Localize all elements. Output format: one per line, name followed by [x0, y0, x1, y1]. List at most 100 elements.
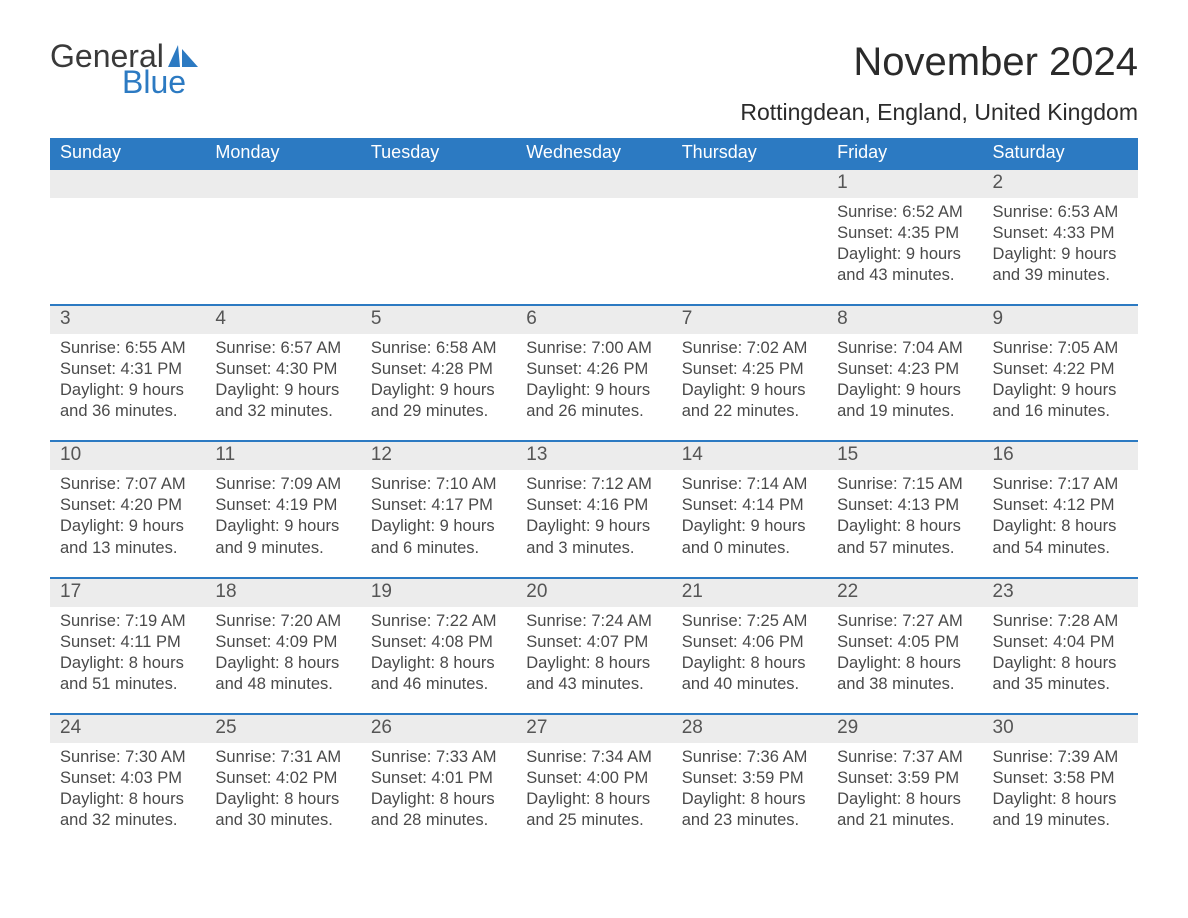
daylight-line: Daylight: 9 hours and 29 minutes. — [371, 380, 506, 422]
day-name-header: Sunday — [50, 138, 205, 168]
daylight-line: Daylight: 8 hours and 51 minutes. — [60, 653, 195, 695]
sunrise-line: Sunrise: 7:00 AM — [526, 338, 661, 359]
sunrise-line: Sunrise: 6:53 AM — [993, 202, 1128, 223]
day-number: 3 — [50, 304, 205, 334]
day-detail: Sunrise: 7:19 AMSunset: 4:11 PMDaylight:… — [50, 607, 205, 695]
sunset-line: Sunset: 4:17 PM — [371, 495, 506, 516]
brand-logo: General Blue — [50, 40, 198, 98]
day-number — [516, 168, 671, 198]
day-detail: Sunrise: 6:58 AMSunset: 4:28 PMDaylight:… — [361, 334, 516, 422]
sunset-line: Sunset: 4:31 PM — [60, 359, 195, 380]
daylight-line: Daylight: 9 hours and 43 minutes. — [837, 244, 972, 286]
day-number — [361, 168, 516, 198]
day-detail: Sunrise: 6:53 AMSunset: 4:33 PMDaylight:… — [983, 198, 1138, 286]
calendar-cell — [205, 168, 360, 304]
day-number: 13 — [516, 440, 671, 470]
sunrise-line: Sunrise: 7:24 AM — [526, 611, 661, 632]
daylight-line: Daylight: 9 hours and 0 minutes. — [682, 516, 817, 558]
calendar-week-row: 24Sunrise: 7:30 AMSunset: 4:03 PMDayligh… — [50, 713, 1138, 849]
sunset-line: Sunset: 4:26 PM — [526, 359, 661, 380]
sunset-line: Sunset: 4:22 PM — [993, 359, 1128, 380]
location-subtitle: Rottingdean, England, United Kingdom — [740, 99, 1138, 126]
sunset-line: Sunset: 4:14 PM — [682, 495, 817, 516]
sunrise-line: Sunrise: 7:02 AM — [682, 338, 817, 359]
daylight-line: Daylight: 9 hours and 22 minutes. — [682, 380, 817, 422]
day-number: 10 — [50, 440, 205, 470]
calendar-cell: 19Sunrise: 7:22 AMSunset: 4:08 PMDayligh… — [361, 577, 516, 713]
day-detail: Sunrise: 7:34 AMSunset: 4:00 PMDaylight:… — [516, 743, 671, 831]
calendar-cell: 21Sunrise: 7:25 AMSunset: 4:06 PMDayligh… — [672, 577, 827, 713]
day-number — [50, 168, 205, 198]
day-number: 22 — [827, 577, 982, 607]
sunrise-line: Sunrise: 7:28 AM — [993, 611, 1128, 632]
daylight-line: Daylight: 8 hours and 25 minutes. — [526, 789, 661, 831]
day-detail: Sunrise: 7:04 AMSunset: 4:23 PMDaylight:… — [827, 334, 982, 422]
sunset-line: Sunset: 4:04 PM — [993, 632, 1128, 653]
day-number: 23 — [983, 577, 1138, 607]
sunset-line: Sunset: 4:06 PM — [682, 632, 817, 653]
day-detail: Sunrise: 7:36 AMSunset: 3:59 PMDaylight:… — [672, 743, 827, 831]
day-number: 4 — [205, 304, 360, 334]
daylight-line: Daylight: 8 hours and 40 minutes. — [682, 653, 817, 695]
sunrise-line: Sunrise: 7:05 AM — [993, 338, 1128, 359]
sunrise-line: Sunrise: 7:30 AM — [60, 747, 195, 768]
day-number: 6 — [516, 304, 671, 334]
sunset-line: Sunset: 4:28 PM — [371, 359, 506, 380]
sunset-line: Sunset: 4:00 PM — [526, 768, 661, 789]
sunset-line: Sunset: 4:30 PM — [215, 359, 350, 380]
sunset-line: Sunset: 4:25 PM — [682, 359, 817, 380]
calendar-cell: 23Sunrise: 7:28 AMSunset: 4:04 PMDayligh… — [983, 577, 1138, 713]
day-detail: Sunrise: 7:24 AMSunset: 4:07 PMDaylight:… — [516, 607, 671, 695]
day-number: 15 — [827, 440, 982, 470]
day-detail: Sunrise: 7:20 AMSunset: 4:09 PMDaylight:… — [205, 607, 360, 695]
sunset-line: Sunset: 4:05 PM — [837, 632, 972, 653]
calendar-cell: 5Sunrise: 6:58 AMSunset: 4:28 PMDaylight… — [361, 304, 516, 440]
day-detail: Sunrise: 7:28 AMSunset: 4:04 PMDaylight:… — [983, 607, 1138, 695]
sunrise-line: Sunrise: 7:22 AM — [371, 611, 506, 632]
sunrise-line: Sunrise: 7:04 AM — [837, 338, 972, 359]
day-number: 25 — [205, 713, 360, 743]
calendar-week-row: 3 Sunrise: 6:55 AMSunset: 4:31 PM Daylight… — [50, 304, 1138, 440]
calendar-week-row: 10 Sunrise: 7:07 AMSunset: 4:20 PM Dayligh… — [50, 440, 1138, 576]
calendar-cell: 12Sunrise: 7:10 AMSunset: 4:17 PMDayligh… — [361, 440, 516, 576]
day-detail: Sunrise: 7:10 AMSunset: 4:17 PMDaylight:… — [361, 470, 516, 558]
daylight-line: Daylight: 9 hours and 32 minutes. — [215, 380, 350, 422]
calendar-cell: 14Sunrise: 7:14 AMSunset: 4:14 PMDayligh… — [672, 440, 827, 576]
sunrise-line: Sunrise: 6:55 AM — [60, 338, 195, 359]
day-number: 24 — [50, 713, 205, 743]
sunrise-line: Sunrise: 7:39 AM — [993, 747, 1128, 768]
sunset-line: Sunset: 4:33 PM — [993, 223, 1128, 244]
day-number: 8 — [827, 304, 982, 334]
calendar-cell: 4Sunrise: 6:57 AMSunset: 4:30 PMDaylight… — [205, 304, 360, 440]
sunset-line: Sunset: 4:20 PM — [60, 495, 195, 516]
daylight-line: Daylight: 8 hours and 48 minutes. — [215, 653, 350, 695]
daylight-line: Daylight: 9 hours and 19 minutes. — [837, 380, 972, 422]
daylight-line: Daylight: 8 hours and 30 minutes. — [215, 789, 350, 831]
calendar-table: SundayMondayTuesdayWednesdayThursdayFrid… — [50, 138, 1138, 849]
day-number: 1 — [827, 168, 982, 198]
daylight-line: Daylight: 9 hours and 6 minutes. — [371, 516, 506, 558]
day-number: 9 — [983, 304, 1138, 334]
day-number: 18 — [205, 577, 360, 607]
day-detail: Sunrise: 7:02 AMSunset: 4:25 PMDaylight:… — [672, 334, 827, 422]
calendar-cell: 10Sunrise: 7:07 AMSunset: 4:20 PMDayligh… — [50, 440, 205, 576]
daylight-line: Daylight: 8 hours and 32 minutes. — [60, 789, 195, 831]
day-name-header: Monday — [205, 138, 360, 168]
sunrise-line: Sunrise: 7:34 AM — [526, 747, 661, 768]
sunset-line: Sunset: 3:58 PM — [993, 768, 1128, 789]
sunrise-line: Sunrise: 7:17 AM — [993, 474, 1128, 495]
day-number: 11 — [205, 440, 360, 470]
day-number: 16 — [983, 440, 1138, 470]
daylight-line: Daylight: 8 hours and 46 minutes. — [371, 653, 506, 695]
daylight-line: Daylight: 9 hours and 26 minutes. — [526, 380, 661, 422]
day-number: 30 — [983, 713, 1138, 743]
day-detail: Sunrise: 7:12 AMSunset: 4:16 PMDaylight:… — [516, 470, 671, 558]
sunrise-line: Sunrise: 7:33 AM — [371, 747, 506, 768]
sunrise-line: Sunrise: 7:07 AM — [60, 474, 195, 495]
day-name-row: SundayMondayTuesdayWednesdayThursdayFrid… — [50, 138, 1138, 168]
sunset-line: Sunset: 4:03 PM — [60, 768, 195, 789]
daylight-line: Daylight: 9 hours and 39 minutes. — [993, 244, 1128, 286]
calendar-cell: 6 Sunrise: 7:00 AMSunset: 4:26 PMDaylight… — [516, 304, 671, 440]
calendar-cell — [50, 168, 205, 304]
day-number: 27 — [516, 713, 671, 743]
